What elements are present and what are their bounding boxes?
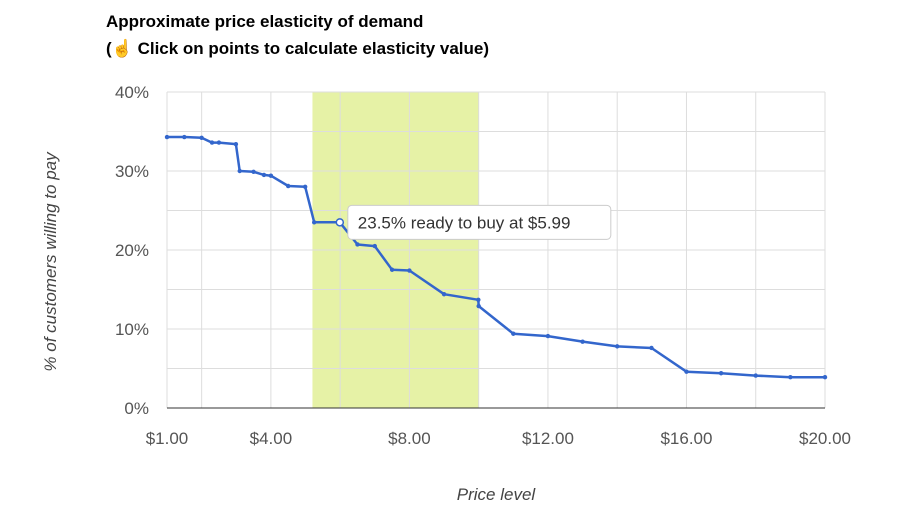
pointing-hand-icon: ☝ xyxy=(111,39,133,58)
y-tick-label: 0% xyxy=(124,399,149,418)
data-point[interactable] xyxy=(251,169,256,174)
data-point[interactable] xyxy=(355,242,360,247)
data-point[interactable] xyxy=(718,371,724,376)
data-point[interactable] xyxy=(164,134,170,140)
data-point[interactable] xyxy=(311,220,317,225)
data-point[interactable] xyxy=(182,134,187,140)
chart-title-line1: Approximate price elasticity of demand xyxy=(106,12,424,31)
x-tick-label: $20.00 xyxy=(799,429,851,448)
data-point[interactable] xyxy=(233,141,239,147)
data-point[interactable] xyxy=(209,140,215,145)
data-point[interactable] xyxy=(822,374,828,380)
data-point[interactable] xyxy=(199,135,204,141)
data-point[interactable] xyxy=(545,333,551,339)
selected-data-point[interactable] xyxy=(335,218,345,227)
y-tick-label: 20% xyxy=(115,241,149,260)
data-point[interactable] xyxy=(216,140,222,145)
y-tick-label: 10% xyxy=(115,320,149,339)
data-point[interactable] xyxy=(441,292,447,297)
x-tick-label: $12.00 xyxy=(522,429,574,448)
title-open-paren: ( xyxy=(106,39,112,58)
data-point[interactable] xyxy=(302,184,308,189)
x-axis-title: Price level xyxy=(457,485,537,504)
y-tick-label: 40% xyxy=(115,83,149,102)
data-point[interactable] xyxy=(286,183,291,189)
data-point[interactable] xyxy=(753,373,758,378)
tooltip-text: 23.5% ready to buy at $5.99 xyxy=(358,213,571,232)
data-point[interactable] xyxy=(407,268,412,273)
data-point[interactable] xyxy=(237,168,242,174)
y-tick-label: 30% xyxy=(115,162,149,181)
data-point[interactable] xyxy=(615,344,620,349)
tooltip-box xyxy=(347,204,612,240)
chart-title-line2: (☝ Click on points to calculate elastici… xyxy=(106,35,489,62)
y-axis-title: % of customers willing to pay xyxy=(41,151,60,372)
chart-title: Approximate price elasticity of demand (… xyxy=(106,8,489,62)
data-point[interactable] xyxy=(261,172,267,178)
x-tick-label: $1.00 xyxy=(146,429,189,448)
data-point[interactable] xyxy=(389,267,395,272)
data-point[interactable] xyxy=(684,369,689,374)
demand-series-line xyxy=(167,135,825,379)
data-point[interactable] xyxy=(788,374,793,380)
data-point[interactable] xyxy=(476,303,481,309)
data-point[interactable] xyxy=(511,331,516,336)
x-tick-label: $16.00 xyxy=(660,429,712,448)
data-point[interactable] xyxy=(372,243,377,249)
data-point[interactable] xyxy=(580,339,585,344)
data-point[interactable] xyxy=(649,345,654,351)
x-tick-label: $4.00 xyxy=(250,429,293,448)
x-tick-label: $8.00 xyxy=(388,429,431,448)
data-point[interactable] xyxy=(268,173,274,178)
title-instruction-text: Click on points to calculate elasticity … xyxy=(132,39,490,58)
data-point[interactable] xyxy=(476,297,481,302)
